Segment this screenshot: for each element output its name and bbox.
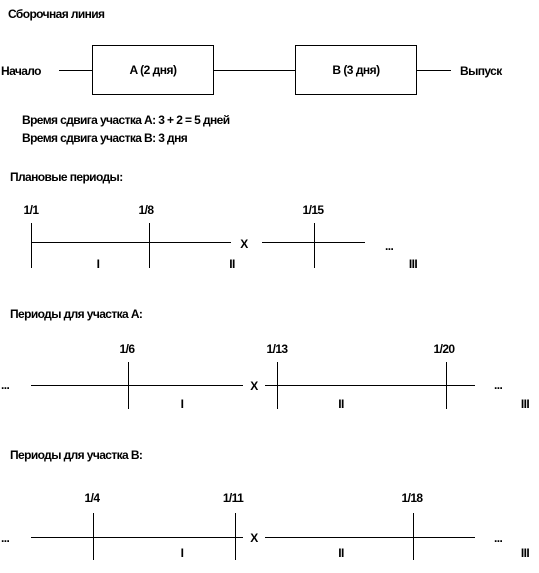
shift-a-text: Время сдвига участка A: 3 + 2 = 5 дней bbox=[22, 113, 230, 127]
connector-end bbox=[416, 70, 451, 71]
station-b-box: B (3 дня) bbox=[295, 45, 417, 95]
section-a-ellipsis-right: ... bbox=[494, 378, 503, 392]
planned-tick-2 bbox=[149, 223, 150, 268]
planned-ellipsis: ... bbox=[385, 239, 394, 253]
section-a-break-mark: X bbox=[250, 379, 258, 393]
section-a-period-2: II bbox=[338, 397, 344, 411]
section-b-title: Периоды для участка B: bbox=[10, 448, 143, 462]
section-b-ellipsis-right: ... bbox=[494, 531, 503, 545]
section-b-period-1: I bbox=[180, 546, 184, 560]
section-a-axis-right bbox=[265, 385, 475, 386]
section-a-period-1: I bbox=[180, 397, 184, 411]
section-a-date-1: 1/6 bbox=[119, 342, 135, 356]
section-a-tick-3 bbox=[446, 362, 447, 409]
section-a-date-2: 1/13 bbox=[266, 342, 289, 356]
section-a-tick-2 bbox=[277, 362, 278, 409]
section-b-tick-2 bbox=[235, 513, 236, 560]
section-b-axis-left bbox=[31, 537, 243, 538]
assembly-title: Сборочная линия bbox=[8, 7, 105, 21]
section-b-tick-1 bbox=[93, 513, 94, 560]
planned-period-1: I bbox=[96, 257, 100, 271]
station-a-box: A (2 дня) bbox=[92, 45, 214, 95]
section-a-tick-1 bbox=[128, 362, 129, 409]
connector-middle bbox=[213, 70, 295, 71]
section-a-date-3: 1/20 bbox=[433, 342, 456, 356]
planned-period-3: III bbox=[408, 257, 418, 271]
planned-date-3: 1/15 bbox=[302, 203, 325, 217]
section-b-tick-3 bbox=[413, 513, 414, 560]
planned-tick-1 bbox=[31, 223, 32, 268]
section-b-axis-right bbox=[265, 537, 475, 538]
section-a-axis-left bbox=[31, 385, 243, 386]
section-a-period-3: III bbox=[520, 397, 530, 411]
connector-start bbox=[59, 70, 92, 71]
section-b-period-2: II bbox=[338, 546, 344, 560]
planned-tick-3 bbox=[314, 223, 315, 268]
section-a-ellipsis-left: ... bbox=[1, 378, 10, 392]
planned-title: Плановые периоды: bbox=[10, 170, 123, 184]
section-b-date-2: 1/11 bbox=[222, 491, 244, 505]
section-b-break-mark: X bbox=[250, 531, 258, 545]
station-b-label: B (3 дня) bbox=[332, 63, 380, 77]
station-a-label: A (2 дня) bbox=[129, 63, 177, 77]
start-label: Начало bbox=[1, 64, 41, 78]
planned-date-2: 1/8 bbox=[138, 203, 154, 217]
planned-break-mark: X bbox=[240, 237, 248, 251]
section-a-title: Периоды для участка A: bbox=[10, 307, 143, 321]
planned-axis-right bbox=[262, 242, 365, 243]
section-b-ellipsis-left: ... bbox=[1, 531, 10, 545]
section-b-date-3: 1/18 bbox=[401, 491, 424, 505]
planned-date-1: 1/1 bbox=[23, 203, 39, 217]
planned-axis-left bbox=[31, 242, 231, 243]
shift-b-text: Время сдвига участка B: 3 дня bbox=[22, 131, 188, 145]
output-label: Выпуск bbox=[460, 64, 502, 78]
section-b-date-1: 1/4 bbox=[84, 491, 100, 505]
section-b-period-3: III bbox=[520, 546, 530, 560]
planned-period-2: II bbox=[229, 257, 235, 271]
